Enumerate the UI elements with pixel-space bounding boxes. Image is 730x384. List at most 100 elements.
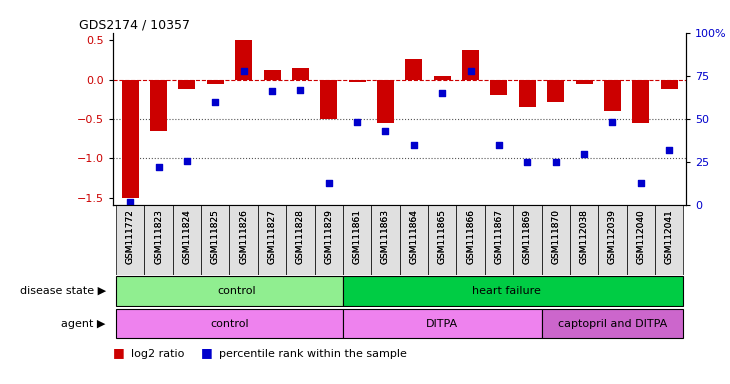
- Text: GSM112041: GSM112041: [665, 209, 674, 264]
- Bar: [320, 80, 337, 119]
- Point: [153, 164, 164, 170]
- Text: GSM111823: GSM111823: [154, 209, 163, 264]
- Bar: [626, 205, 655, 275]
- Point: [266, 88, 278, 94]
- Text: GSM111867: GSM111867: [494, 209, 504, 264]
- Text: GSM111826: GSM111826: [239, 209, 248, 264]
- Bar: [542, 205, 570, 275]
- Text: agent ▶: agent ▶: [61, 318, 106, 329]
- Point: [521, 159, 533, 166]
- Text: GSM112041: GSM112041: [665, 209, 674, 264]
- Bar: [405, 59, 423, 80]
- Text: GSM111865: GSM111865: [438, 209, 447, 264]
- Text: GSM111772: GSM111772: [126, 209, 134, 264]
- Text: ■: ■: [113, 346, 125, 359]
- Point: [238, 68, 250, 74]
- Text: GSM111828: GSM111828: [296, 209, 305, 264]
- Text: GSM111870: GSM111870: [551, 209, 560, 264]
- Text: GSM111869: GSM111869: [523, 209, 532, 264]
- Point: [210, 99, 221, 105]
- Point: [380, 128, 391, 134]
- Point: [408, 142, 420, 148]
- Text: GSM111865: GSM111865: [438, 209, 447, 264]
- Point: [351, 119, 363, 126]
- Bar: [599, 205, 626, 275]
- Bar: [343, 276, 683, 306]
- Bar: [570, 205, 599, 275]
- Bar: [315, 205, 343, 275]
- Point: [465, 68, 477, 74]
- Bar: [207, 80, 224, 84]
- Bar: [264, 70, 280, 80]
- Bar: [258, 205, 286, 275]
- Text: GSM112040: GSM112040: [637, 209, 645, 264]
- Text: GSM112038: GSM112038: [580, 209, 588, 264]
- Text: GSM111861: GSM111861: [353, 209, 361, 264]
- Text: GSM111866: GSM111866: [466, 209, 475, 264]
- Text: GSM111825: GSM111825: [211, 209, 220, 264]
- Text: GSM111869: GSM111869: [523, 209, 532, 264]
- Text: GSM111861: GSM111861: [353, 209, 361, 264]
- Bar: [286, 205, 315, 275]
- Point: [323, 180, 334, 186]
- Text: GSM112039: GSM112039: [608, 209, 617, 264]
- Text: GSM112039: GSM112039: [608, 209, 617, 264]
- Bar: [400, 205, 428, 275]
- Text: heart failure: heart failure: [472, 286, 540, 296]
- Bar: [519, 80, 536, 107]
- Bar: [372, 205, 400, 275]
- Bar: [201, 205, 229, 275]
- Point: [664, 147, 675, 153]
- Text: ■: ■: [201, 346, 212, 359]
- Text: captopril and DITPA: captopril and DITPA: [558, 318, 667, 329]
- Bar: [428, 205, 456, 275]
- Point: [635, 180, 647, 186]
- Bar: [145, 205, 173, 275]
- Bar: [343, 205, 372, 275]
- Bar: [632, 80, 649, 123]
- Bar: [575, 80, 593, 84]
- Bar: [116, 276, 343, 306]
- Text: GSM111824: GSM111824: [182, 209, 191, 264]
- Text: GSM111827: GSM111827: [267, 209, 277, 264]
- Text: GSM111863: GSM111863: [381, 209, 390, 264]
- Text: GSM111823: GSM111823: [154, 209, 163, 264]
- Text: log2 ratio: log2 ratio: [131, 349, 185, 359]
- Point: [181, 157, 193, 164]
- Text: GDS2174 / 10357: GDS2174 / 10357: [80, 18, 191, 31]
- Bar: [122, 80, 139, 198]
- Bar: [542, 309, 683, 338]
- Point: [124, 199, 136, 205]
- Text: GSM111866: GSM111866: [466, 209, 475, 264]
- Text: GSM111772: GSM111772: [126, 209, 134, 264]
- Bar: [150, 80, 167, 131]
- Point: [607, 119, 618, 126]
- Text: GSM111864: GSM111864: [410, 209, 418, 264]
- Text: GSM111863: GSM111863: [381, 209, 390, 264]
- Text: GSM112038: GSM112038: [580, 209, 588, 264]
- Bar: [116, 309, 343, 338]
- Text: GSM111867: GSM111867: [494, 209, 504, 264]
- Bar: [229, 205, 258, 275]
- Point: [550, 159, 561, 166]
- Point: [578, 151, 590, 157]
- Text: percentile rank within the sample: percentile rank within the sample: [219, 349, 407, 359]
- Bar: [173, 205, 201, 275]
- Bar: [548, 80, 564, 102]
- Text: GSM111828: GSM111828: [296, 209, 305, 264]
- Point: [493, 142, 505, 148]
- Text: GSM112040: GSM112040: [637, 209, 645, 264]
- Bar: [491, 80, 507, 96]
- Text: control: control: [210, 318, 249, 329]
- Text: GSM111827: GSM111827: [267, 209, 277, 264]
- Bar: [456, 205, 485, 275]
- Bar: [116, 205, 145, 275]
- Text: disease state ▶: disease state ▶: [20, 286, 106, 296]
- Point: [294, 87, 306, 93]
- Text: GSM111824: GSM111824: [182, 209, 191, 264]
- Text: GSM111825: GSM111825: [211, 209, 220, 264]
- Point: [437, 90, 448, 96]
- Bar: [343, 309, 542, 338]
- Bar: [655, 205, 683, 275]
- Text: GSM111864: GSM111864: [410, 209, 418, 264]
